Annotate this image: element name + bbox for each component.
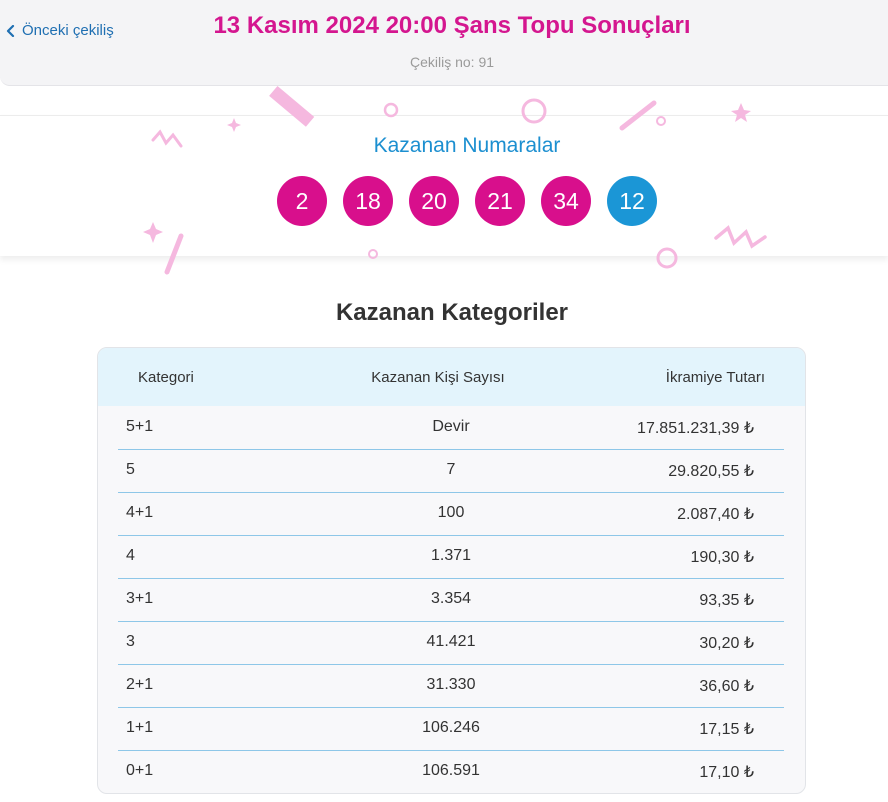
previous-draw-link[interactable]: Önceki çekiliş (6, 22, 114, 39)
row-prize-amount: 17.851.231,39 ₺ (637, 420, 754, 437)
row-winner-count: 31.330 (426, 676, 476, 693)
row-prize-amount: 36,60 ₺ (699, 678, 754, 695)
row-winner-count: 106.246 (422, 719, 480, 736)
row-category: 5+1 (126, 418, 154, 435)
row-prize-amount: 93,35 ₺ (699, 592, 754, 609)
page-title: 13 Kasım 2024 20:00 Şans Topu Sonuçları (213, 12, 691, 39)
table-row: 2+1 31.330 36,60 ₺ (118, 664, 784, 708)
row-category: 1+1 (126, 719, 154, 736)
row-winner-count: Devir (432, 418, 470, 435)
number-ball: 21 (475, 176, 525, 226)
table-row: 1+1 106.246 17,15 ₺ (118, 707, 784, 751)
column-header-winner-count: Kazanan Kişi Sayısı (371, 369, 505, 386)
row-category: 0+1 (126, 762, 154, 779)
row-prize-amount: 17,10 ₺ (699, 764, 754, 781)
row-winner-count: 106.591 (422, 762, 480, 779)
results-header: Önceki çekiliş 13 Kasım 2024 20:00 Şans … (0, 0, 888, 86)
table-row: 5+1 Devir 17.851.231,39 ₺ (118, 406, 784, 450)
row-category: 4+1 (126, 504, 154, 521)
row-prize-amount: 17,15 ₺ (699, 721, 754, 738)
row-winner-count: 1.371 (430, 547, 472, 564)
number-ball: 2 (277, 176, 327, 226)
table-header: Kategori Kazanan Kişi Sayısı İkramiye Tu… (98, 348, 805, 406)
row-winner-count: 41.421 (426, 633, 476, 650)
row-prize-amount: 2.087,40 ₺ (677, 506, 754, 523)
table-row: 5 7 29.820,55 ₺ (118, 449, 784, 493)
row-category: 2+1 (126, 676, 154, 693)
row-winner-count: 7 (446, 461, 456, 478)
previous-draw-label: Önceki çekiliş (22, 22, 114, 39)
column-header-prize-amount: İkramiye Tutarı (665, 369, 765, 386)
draw-number: Çekiliş no: 91 (409, 54, 495, 70)
table-row: 4+1 100 2.087,40 ₺ (118, 492, 784, 536)
row-category: 3+1 (126, 590, 154, 607)
bonus-number-ball: 12 (607, 176, 657, 226)
table-row: 0+1 106.591 17,10 ₺ (118, 750, 784, 793)
row-prize-amount: 29.820,55 ₺ (668, 463, 754, 480)
row-winner-count: 3.354 (430, 590, 472, 607)
table-row: 3+1 3.354 93,35 ₺ (118, 578, 784, 622)
number-ball: 18 (343, 176, 393, 226)
number-ball: 20 (409, 176, 459, 226)
number-ball: 34 (541, 176, 591, 226)
chevron-left-icon (6, 24, 15, 37)
row-prize-amount: 190,30 ₺ (690, 549, 754, 566)
row-category: 4 (126, 547, 135, 564)
table-row: 4 1.371 190,30 ₺ (118, 535, 784, 579)
row-prize-amount: 30,20 ₺ (699, 635, 754, 652)
winning-categories-title: Kazanan Kategoriler (335, 299, 569, 326)
confetti-decoration (143, 85, 767, 275)
winning-categories-table: Kategori Kazanan Kişi Sayısı İkramiye Tu… (97, 347, 806, 794)
column-header-category: Kategori (138, 369, 194, 386)
table-row: 3 41.421 30,20 ₺ (118, 621, 784, 665)
winning-numbers-title: Kazanan Numaralar (373, 134, 561, 157)
row-winner-count: 100 (437, 504, 465, 521)
row-category: 3 (126, 633, 135, 650)
row-category: 5 (126, 461, 135, 478)
